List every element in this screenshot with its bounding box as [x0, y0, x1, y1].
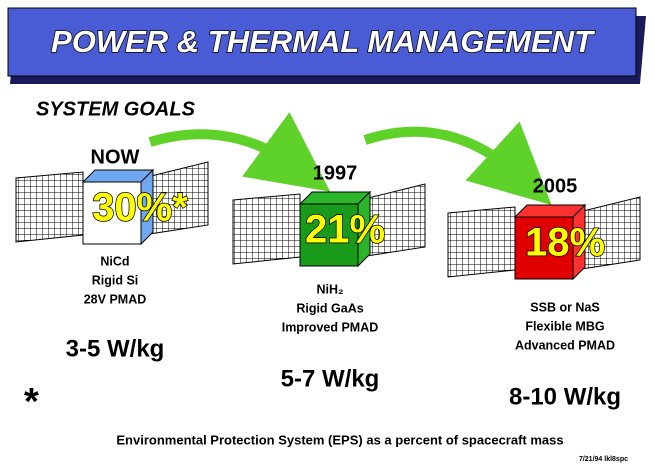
title: POWER & THERMAL MANAGEMENT — [51, 24, 596, 59]
tech-line: Flexible MBG — [525, 319, 604, 333]
power-density: 8-10 W/kg — [509, 383, 621, 410]
footnote-mark: * — [24, 381, 39, 423]
tech-line: Improved PMAD — [282, 320, 379, 334]
power-density: 5-7 W/kg — [281, 365, 380, 392]
tech-line: SSB or NaS — [530, 300, 599, 314]
subtitle: SYSTEM GOALS — [36, 98, 196, 120]
doc-code: 7/21/94 lkl8spc — [579, 456, 628, 463]
footnote-text: Environmental Protection System (EPS) as… — [116, 432, 563, 447]
percent: 21% — [305, 208, 385, 252]
percent: 30%* — [92, 186, 188, 230]
banner: POWER & THERMAL MANAGEMENT — [8, 8, 646, 84]
stage-label: NOW — [91, 146, 140, 168]
tech-line: Rigid GaAs — [296, 301, 363, 315]
stage-label: 2005 — [533, 175, 578, 197]
solar-array — [233, 194, 300, 264]
tech-line: NiH₂ — [316, 282, 343, 296]
tech-line: Advanced PMAD — [515, 338, 615, 352]
solar-array — [16, 172, 83, 242]
percent: 18% — [525, 221, 605, 265]
stage-label: 1997 — [313, 162, 358, 184]
tech-line: NiCd — [100, 254, 129, 268]
slide: POWER & THERMAL MANAGEMENT SYSTEM GOALS … — [0, 0, 655, 466]
solar-array — [448, 207, 515, 277]
tech-line: Rigid Si — [92, 273, 139, 287]
power-density: 3-5 W/kg — [66, 335, 165, 362]
tech-line: 28V PMAD — [84, 292, 147, 306]
